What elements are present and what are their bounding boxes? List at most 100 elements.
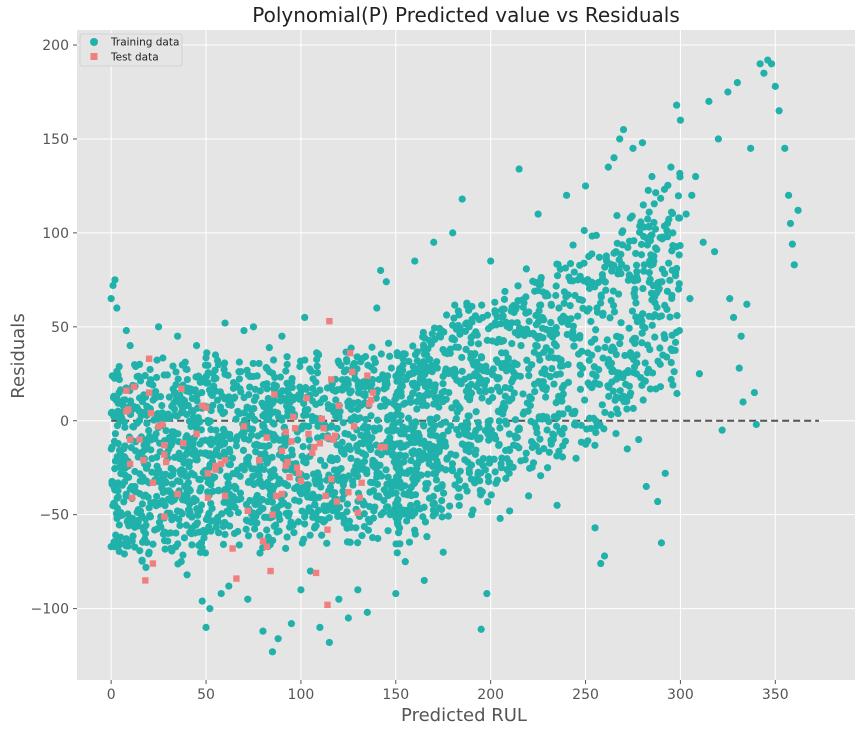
training-point xyxy=(255,472,263,480)
training-point xyxy=(485,397,493,405)
training-point xyxy=(341,429,349,438)
training-point xyxy=(192,521,200,529)
test-point xyxy=(293,464,301,471)
training-point xyxy=(251,416,259,424)
test-point xyxy=(331,432,339,439)
training-point xyxy=(526,330,534,338)
training-point xyxy=(254,478,262,486)
training-point xyxy=(438,513,446,521)
training-point xyxy=(214,513,222,521)
training-point xyxy=(494,407,502,415)
training-point xyxy=(143,419,151,427)
training-point xyxy=(579,304,587,312)
training-point xyxy=(130,520,138,528)
training-point xyxy=(207,517,216,525)
training-point xyxy=(224,499,232,507)
training-point xyxy=(519,326,527,334)
training-point xyxy=(453,408,461,416)
training-point xyxy=(136,377,145,385)
training-point xyxy=(613,239,621,247)
test-point xyxy=(126,436,134,443)
training-point xyxy=(354,539,362,547)
training-point xyxy=(497,306,506,314)
training-point xyxy=(270,436,278,444)
training-point xyxy=(108,477,116,486)
training-point xyxy=(644,365,653,373)
training-point xyxy=(396,460,405,468)
training-point xyxy=(654,279,662,287)
training-point xyxy=(492,435,500,443)
training-point xyxy=(625,382,633,390)
training-point xyxy=(114,493,122,501)
training-point xyxy=(118,511,126,519)
training-point xyxy=(574,312,582,320)
training-point xyxy=(394,403,403,411)
training-point xyxy=(394,521,402,529)
training-point xyxy=(632,249,640,258)
training-point xyxy=(625,324,633,332)
training-point xyxy=(188,541,196,549)
training-point xyxy=(558,453,567,461)
training-point xyxy=(522,449,530,457)
training-point xyxy=(433,397,441,406)
training-point xyxy=(249,323,258,331)
test-point xyxy=(320,425,327,432)
training-point xyxy=(246,383,254,391)
training-point xyxy=(124,510,132,518)
training-point xyxy=(342,366,351,374)
training-point xyxy=(359,440,367,448)
training-point xyxy=(188,513,196,521)
training-point xyxy=(107,445,115,453)
training-point xyxy=(626,349,635,357)
training-point xyxy=(478,488,486,496)
training-point xyxy=(410,471,418,480)
training-point xyxy=(420,503,428,511)
training-point xyxy=(508,339,516,348)
training-point xyxy=(158,401,166,410)
training-point xyxy=(117,470,125,478)
training-point xyxy=(354,586,362,594)
training-point xyxy=(363,466,371,474)
training-point xyxy=(226,510,234,518)
training-point xyxy=(548,364,556,373)
training-point xyxy=(600,552,609,560)
test-point xyxy=(126,460,134,468)
training-point xyxy=(384,339,393,347)
training-point xyxy=(487,386,495,394)
training-point xyxy=(671,338,680,346)
training-point xyxy=(265,344,273,352)
training-point xyxy=(343,500,352,508)
test-point xyxy=(149,560,157,567)
training-point xyxy=(632,299,640,307)
training-point xyxy=(276,373,285,381)
training-point xyxy=(421,382,429,391)
training-point xyxy=(141,372,149,380)
training-point xyxy=(302,508,310,517)
training-point xyxy=(164,537,172,545)
training-point xyxy=(650,218,658,227)
training-point xyxy=(425,494,434,502)
test-point xyxy=(316,440,324,447)
training-point xyxy=(419,513,427,521)
training-point xyxy=(560,381,568,389)
training-point xyxy=(249,515,257,523)
training-point xyxy=(209,487,217,495)
training-point xyxy=(443,350,451,358)
training-point xyxy=(474,372,482,380)
test-point xyxy=(159,421,166,428)
training-point xyxy=(393,351,402,360)
training-point xyxy=(484,430,492,438)
training-point xyxy=(661,334,669,342)
training-point xyxy=(360,522,368,531)
training-point xyxy=(166,509,174,517)
training-point xyxy=(263,478,272,487)
training-point xyxy=(580,277,588,285)
training-point xyxy=(191,386,199,394)
training-point xyxy=(455,476,463,484)
training-point xyxy=(539,412,547,420)
training-point xyxy=(397,480,405,488)
training-point xyxy=(487,257,495,265)
training-point xyxy=(375,493,383,501)
training-point xyxy=(220,427,228,435)
training-point xyxy=(245,436,253,444)
